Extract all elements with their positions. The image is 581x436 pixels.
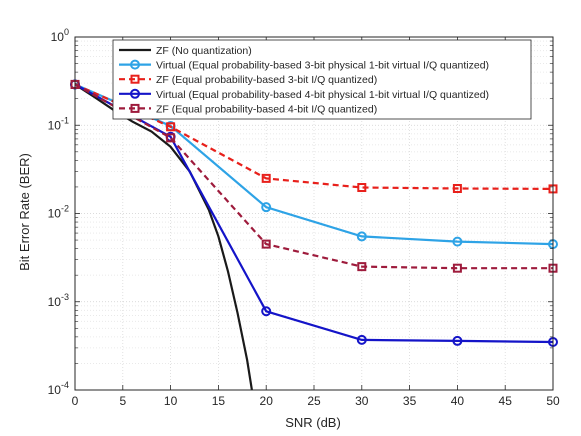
legend: ZF (No quantization) Virtual (Equal proba…: [112, 39, 532, 120]
grid: [75, 37, 553, 390]
data-point: [357, 262, 367, 272]
legend-marker: [130, 103, 140, 113]
data-point: [166, 122, 176, 132]
x-tick-label: 50: [546, 394, 560, 408]
legend-entry: ZF (Equal probability-based 4-bit I/Q qu…: [119, 103, 377, 115]
x-tick-label: 15: [212, 394, 226, 408]
data-point: [261, 239, 271, 249]
x-tick-label: 0: [72, 394, 79, 408]
axis-ticks: 0 5 10 15 20 25 30 35 40 45 50 100 10-1 10-2 10-3 10-4: [48, 27, 560, 408]
data-point: [261, 306, 272, 317]
legend-label: Virtual (Equal probability-based 4-bit p…: [156, 89, 489, 101]
x-tick-label: 45: [499, 394, 513, 408]
legend-label: ZF (Equal probability-based 4-bit I/Q qu…: [156, 103, 377, 115]
x-tick-label: 20: [260, 394, 274, 408]
legend-label: ZF (No quantization): [156, 45, 252, 57]
data-point: [452, 335, 463, 346]
y-tick-label: 10-1: [48, 115, 69, 132]
y-tick-label: 10-2: [48, 204, 69, 221]
series-line: [74, 83, 554, 344]
legend-entry: ZF (No quantization): [119, 45, 252, 57]
y-axis-label: Bit Error Rate (BER): [17, 153, 32, 271]
y-tick-label: 100: [51, 27, 69, 44]
series-line: [74, 83, 554, 190]
x-tick-label: 30: [355, 394, 369, 408]
data-point: [261, 173, 271, 183]
series-4: [70, 79, 558, 347]
legend-marker: [130, 88, 140, 99]
x-tick-label: 40: [451, 394, 465, 408]
x-tick-label: 10: [164, 394, 178, 408]
legend-entry: Virtual (Equal probability-based 3-bit p…: [119, 59, 489, 72]
data-point: [166, 133, 176, 143]
data-point: [356, 334, 367, 345]
data-point: [452, 263, 462, 273]
x-tick-label: 5: [119, 394, 126, 408]
series-line: [74, 83, 553, 270]
legend-box: [112, 39, 532, 120]
legend-marker: [130, 59, 140, 70]
data-point: [357, 183, 367, 193]
legend-entry: ZF (Equal probability-based 3-bit I/Q qu…: [119, 74, 377, 86]
y-tick-label: 10-3: [48, 292, 69, 309]
data-point: [356, 231, 367, 242]
data-point: [452, 236, 463, 247]
data-point: [261, 202, 272, 213]
legend-marker: [130, 74, 140, 84]
data-point: [452, 183, 462, 193]
x-tick-label: 25: [307, 394, 321, 408]
y-tick-label: 10-4: [48, 380, 69, 397]
legend-label: Virtual (Equal probability-based 3-bit p…: [156, 60, 489, 72]
x-tick-label: 35: [403, 394, 417, 408]
legend-label: ZF (Equal probability-based 3-bit I/Q qu…: [156, 74, 377, 86]
x-axis-label: SNR (dB): [285, 415, 341, 430]
legend-entry: Virtual (Equal probability-based 4-bit p…: [119, 88, 489, 101]
